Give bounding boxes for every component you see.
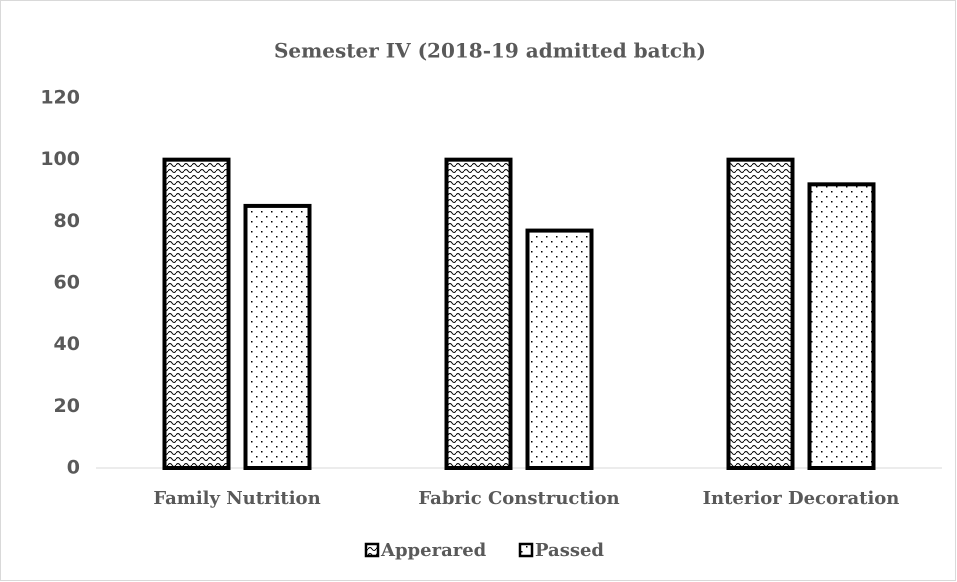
legend-swatch: [518, 542, 534, 558]
bar: [726, 157, 795, 471]
bar: [807, 182, 876, 470]
y-tick-label: 40: [54, 333, 80, 355]
legend-label: Apperared: [380, 540, 487, 561]
bar: [243, 203, 312, 471]
chart-title: Semester IV (2018-19 admitted batch): [274, 39, 706, 63]
y-tick-label: 0: [67, 457, 80, 479]
x-tick-label: Family Nutrition: [153, 488, 320, 509]
y-tick-label: 80: [54, 210, 80, 232]
y-tick-label: 60: [54, 272, 80, 294]
y-tick-label: 100: [40, 148, 80, 170]
y-tick-label: 20: [54, 395, 80, 417]
bar: [162, 157, 231, 471]
bar: [444, 157, 513, 471]
x-tick-label: Interior Decoration: [703, 488, 900, 509]
legend-swatch: [364, 542, 380, 558]
legend-label: Passed: [535, 540, 604, 561]
x-tick-label: Fabric Construction: [418, 488, 619, 509]
y-tick-label: 120: [40, 87, 80, 109]
bar: [525, 228, 594, 470]
